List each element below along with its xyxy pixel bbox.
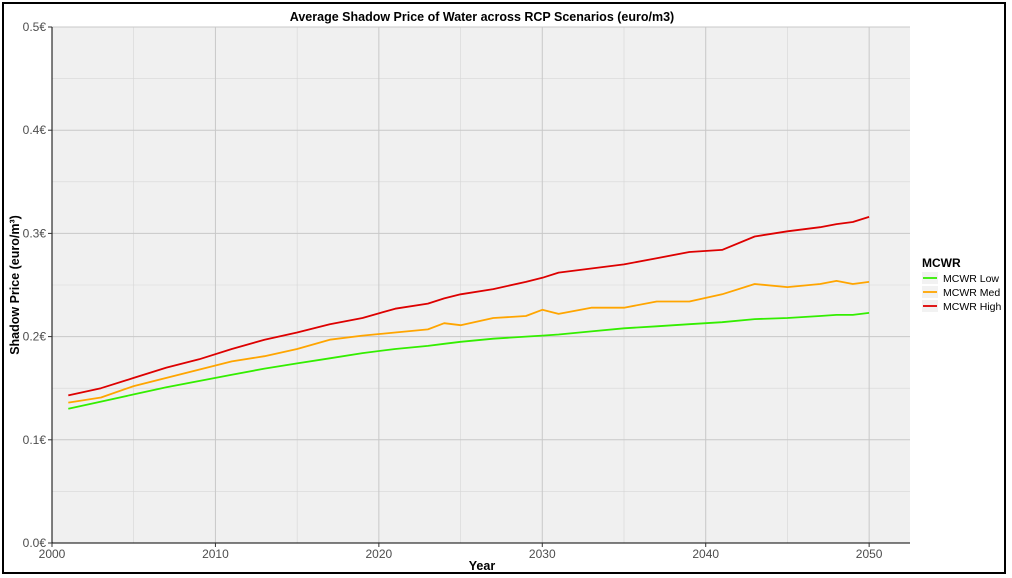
y-tick-label: 0.0€ — [23, 536, 47, 550]
y-tick-label: 0.2€ — [23, 330, 47, 344]
y-tick-label: 0.5€ — [23, 20, 47, 34]
y-tick-label: 0.1€ — [23, 433, 47, 447]
legend-label-mcwr-med: MCWR Med — [943, 287, 1000, 299]
x-tick-label: 2020 — [366, 547, 393, 561]
legend-title: MCWR — [922, 256, 961, 270]
legend: MCWR MCWR Low MCWR Med MCWR High — [922, 256, 1001, 313]
x-tick-label: 2050 — [856, 547, 883, 561]
x-tick-label: 2000 — [39, 547, 66, 561]
series-lines — [68, 216, 870, 410]
y-tick-label: 0.3€ — [23, 226, 47, 240]
y-axis-title: Shadow Price (euro/m³) — [8, 215, 22, 355]
series-line-mcwr-high — [68, 216, 870, 397]
x-tick-label: 2010 — [202, 547, 229, 561]
axes: 0.0€ 0.1€ 0.2€ 0.3€ 0.4€ 0.5€ 2000 2010 2020 2030… — [23, 20, 910, 561]
legend-label-mcwr-high: MCWR High — [943, 301, 1001, 313]
series-line-mcwr-low — [68, 312, 870, 410]
x-tick-label: 2040 — [692, 547, 719, 561]
line-chart: Average Shadow Price of Water across RCP… — [8, 10, 1001, 573]
chart-title: Average Shadow Price of Water across RCP… — [290, 10, 674, 24]
x-axis-title: Year — [469, 559, 496, 573]
legend-label-mcwr-low: MCWR Low — [943, 273, 999, 285]
series-line-mcwr-med — [68, 279, 870, 404]
y-tick-label: 0.4€ — [23, 123, 47, 137]
x-tick-label: 2030 — [529, 547, 556, 561]
